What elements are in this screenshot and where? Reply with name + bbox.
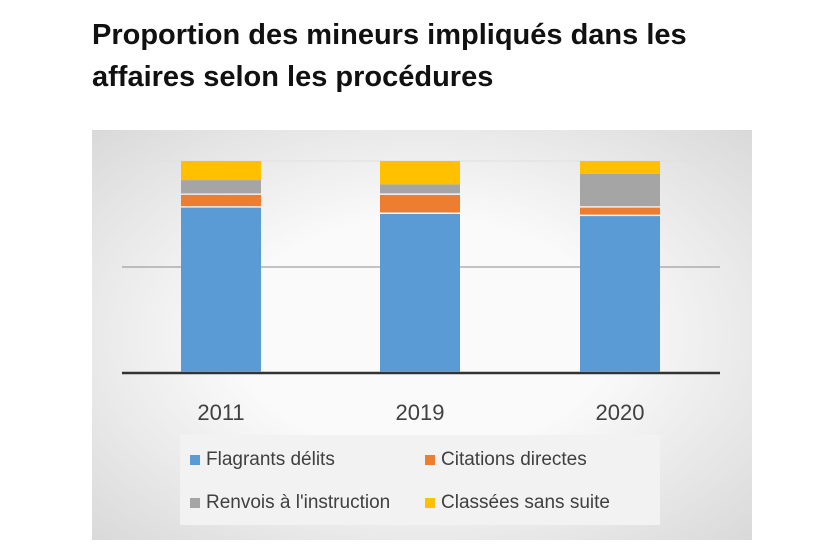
x-tick-label: 2011 bbox=[197, 400, 244, 425]
bar-segment bbox=[380, 214, 460, 372]
legend-swatch bbox=[425, 498, 435, 508]
bar-segment bbox=[580, 216, 660, 372]
legend-swatch bbox=[190, 455, 200, 465]
bar-segment bbox=[580, 207, 660, 215]
legend-swatch bbox=[190, 498, 200, 508]
bar-segment bbox=[181, 194, 261, 207]
legend-item-flagrants: Flagrants délits bbox=[190, 449, 335, 471]
legend-item-citations: Citations directes bbox=[425, 449, 587, 471]
x-tick-label: 2019 bbox=[396, 400, 445, 425]
bar-segment bbox=[181, 180, 261, 194]
chart-title: Proportion des mineurs impliqués dans le… bbox=[92, 19, 687, 93]
legend-item-classees: Classées sans suite bbox=[425, 492, 610, 514]
bar-segment bbox=[580, 173, 660, 207]
legend: Flagrants délits Citations directes Renv… bbox=[180, 435, 660, 525]
legend-swatch bbox=[425, 455, 435, 465]
bar-segment bbox=[181, 161, 261, 181]
legend-label: Flagrants délits bbox=[206, 449, 335, 470]
legend-label: Renvois à l'instruction bbox=[206, 492, 391, 513]
legend-label: Citations directes bbox=[441, 449, 587, 470]
bar-segment bbox=[580, 161, 660, 174]
legend-item-renvois: Renvois à l'instruction bbox=[190, 492, 390, 514]
bar-segment bbox=[380, 194, 460, 213]
bar-segment bbox=[181, 207, 261, 372]
x-tick-label: 2020 bbox=[596, 400, 645, 425]
bar-segment bbox=[380, 161, 460, 185]
legend-label: Classées sans suite bbox=[441, 492, 610, 513]
bar-segment bbox=[380, 184, 460, 194]
